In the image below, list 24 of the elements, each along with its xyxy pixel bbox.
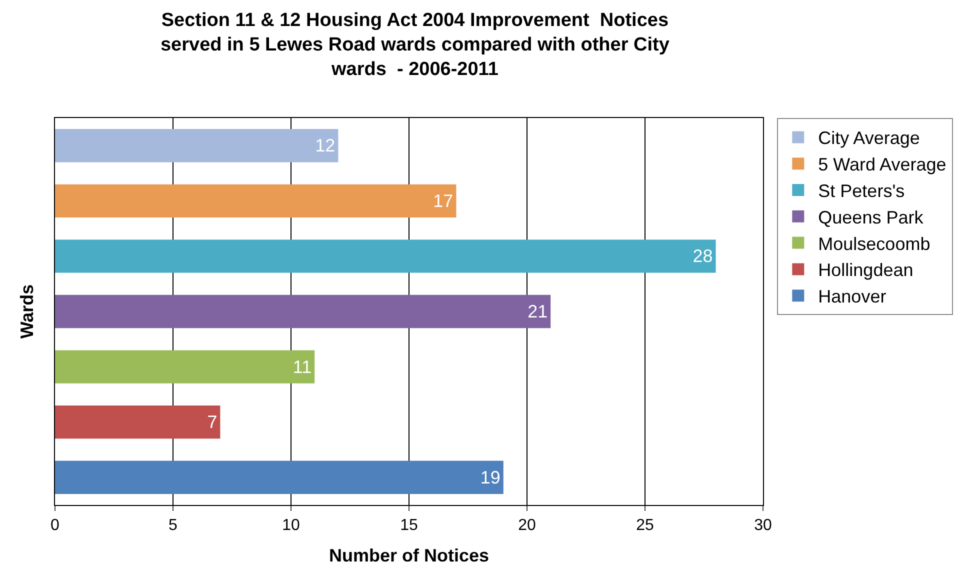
data-label: 21: [528, 302, 548, 322]
data-label: 11: [292, 356, 312, 377]
legend-label: 5 Ward Average: [818, 154, 946, 175]
data-label: 12: [315, 136, 336, 156]
x-tick-label: 25: [636, 517, 654, 534]
x-tick-label: 30: [754, 517, 772, 534]
y-axis-title: Wards: [17, 284, 38, 339]
x-tick-label: 0: [50, 517, 60, 534]
x-tick-label: 20: [518, 517, 536, 534]
x-tick-label: 15: [400, 517, 418, 534]
legend-label: St Peters's: [818, 181, 905, 202]
legend-label: Hollingdean: [818, 260, 914, 280]
legend-label: City Average: [818, 128, 920, 148]
data-label: 17: [433, 190, 454, 211]
x-tick-label: 5: [168, 517, 178, 534]
legend-label: Hanover: [818, 286, 886, 307]
legend-label: Queens Park: [818, 207, 924, 228]
data-label: 7: [207, 412, 218, 432]
chart-title: Section 11 & 12 Housing Act 2004 Improvement Notices served in 5 Lewes Road wards compared with other City wards - 2006-2011: [160, 10, 670, 80]
data-label: 19: [480, 467, 500, 488]
x-tick-label: 10: [282, 517, 300, 534]
data-label: 28: [692, 246, 713, 266]
x-axis-title: Number of Notices: [328, 545, 490, 566]
legend-label: Moulsecoomb: [818, 234, 930, 254]
